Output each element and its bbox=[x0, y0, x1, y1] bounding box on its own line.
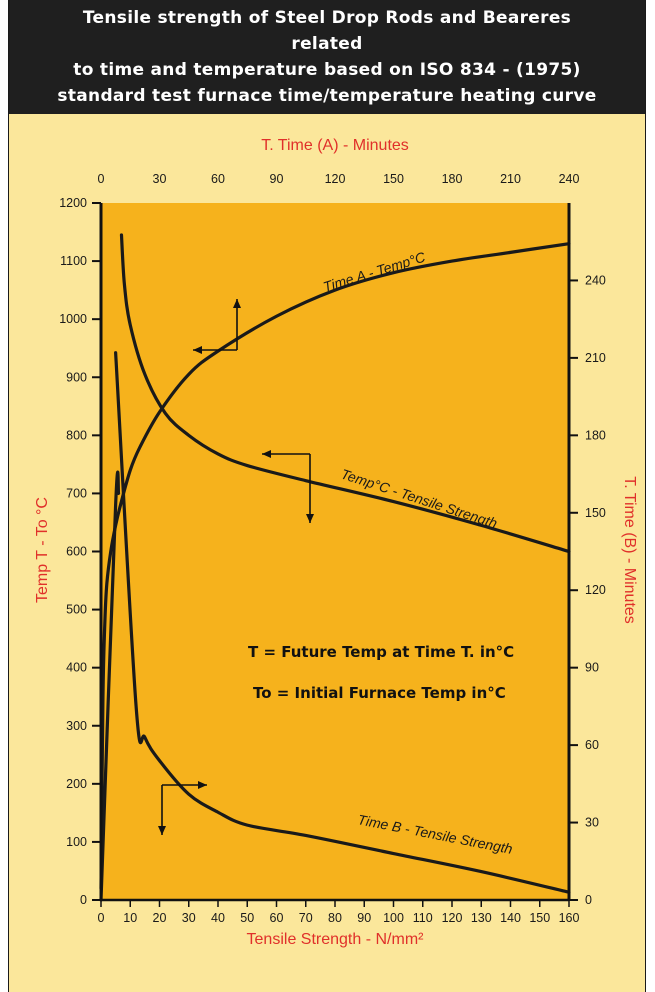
left-axis-tick-label: 500 bbox=[66, 603, 87, 617]
right-axis-tick-label: 0 bbox=[585, 893, 592, 907]
bottom-axis-tick-label: 110 bbox=[413, 911, 433, 925]
right-axis-tick-label: 60 bbox=[585, 738, 599, 752]
bottom-axis-tick-label: 120 bbox=[442, 911, 463, 925]
arrow-time-a-left-head bbox=[193, 346, 202, 354]
right-axis-title: T. Time (B) - Minutes bbox=[621, 476, 638, 624]
series-temp-tensile bbox=[119, 233, 571, 554]
bottom-axis-tick-label: 70 bbox=[299, 911, 313, 925]
top-axis-tick-label: 30 bbox=[153, 172, 167, 186]
left-axis-tick-label: 1000 bbox=[59, 312, 87, 326]
arrow-time-b-right-head bbox=[198, 781, 207, 789]
right-axis-tick-label: 180 bbox=[585, 428, 606, 442]
left-axis-title: Temp T - To °C bbox=[34, 497, 51, 603]
bottom-axis-tick-label: 0 bbox=[98, 911, 105, 925]
title-bar: Tensile strength of Steel Drop Rods and … bbox=[9, 0, 645, 114]
bottom-axis-tick-label: 50 bbox=[240, 911, 254, 925]
left-axis-tick-label: 900 bbox=[66, 370, 87, 384]
bottom-axis-tick-label: 40 bbox=[211, 911, 225, 925]
title-line-1: Tensile strength of Steel Drop Rods and … bbox=[82, 8, 572, 54]
left-axis-tick-label: 400 bbox=[66, 661, 87, 675]
top-axis-tick-label: 60 bbox=[211, 172, 225, 186]
series-initial-rise bbox=[99, 470, 121, 902]
title-line-2: to time and temperature based on ISO 834… bbox=[73, 60, 581, 80]
left-axis-tick-label: 700 bbox=[66, 486, 87, 500]
left-axis-tick-label: 600 bbox=[66, 545, 87, 559]
arrow-temp-left-head bbox=[262, 450, 271, 458]
left-axis-tick-label: 200 bbox=[66, 777, 87, 791]
top-axis-tick-label: 210 bbox=[500, 172, 521, 186]
arrow-time-a-up-head bbox=[233, 299, 241, 308]
bottom-axis-title: Tensile Strength - N/mm² bbox=[247, 931, 425, 948]
right-axis-tick-label: 210 bbox=[585, 351, 606, 365]
bottom-axis-tick-label: 90 bbox=[357, 911, 371, 925]
left-axis-tick-label: 300 bbox=[66, 719, 87, 733]
right-axis-tick-label: 120 bbox=[585, 583, 606, 597]
left-axis-tick-label: 1200 bbox=[59, 196, 87, 210]
bottom-axis-tick-label: 60 bbox=[270, 911, 284, 925]
bottom-axis-tick-label: 20 bbox=[153, 911, 167, 925]
bottom-axis-tick-label: 130 bbox=[471, 911, 492, 925]
chart-title: Tensile strength of Steel Drop Rods and … bbox=[47, 5, 607, 109]
bottom-axis-tick-label: 140 bbox=[500, 911, 521, 925]
bottom-axis-tick-label: 30 bbox=[182, 911, 196, 925]
top-axis-tick-label: 90 bbox=[270, 172, 284, 186]
left-axis-tick-label: 1100 bbox=[60, 254, 87, 268]
top-axis-tick-label: 240 bbox=[559, 172, 580, 186]
bottom-axis-tick-label: 160 bbox=[559, 911, 580, 925]
plot-area bbox=[101, 203, 569, 900]
title-line-3: standard test furnace time/temperature h… bbox=[57, 86, 597, 106]
left-axis-tick-label: 0 bbox=[80, 893, 87, 907]
series-time-a-temp bbox=[99, 242, 571, 890]
annotation-line-1: T = Future Temp at Time T. in°C bbox=[248, 643, 514, 661]
right-axis-tick-label: 150 bbox=[585, 506, 606, 520]
left-axis-tick-label: 800 bbox=[66, 428, 87, 442]
series-time-b-tensile bbox=[114, 351, 571, 894]
top-axis-tick-label: 180 bbox=[442, 172, 463, 186]
top-axis-tick-label: 120 bbox=[325, 172, 346, 186]
arrow-temp-down-head bbox=[306, 514, 314, 523]
bottom-axis-tick-label: 100 bbox=[383, 911, 404, 925]
bottom-axis-tick-label: 10 bbox=[123, 911, 137, 925]
arrow-time-b-down-head bbox=[158, 826, 166, 835]
right-axis-tick-label: 240 bbox=[585, 273, 606, 287]
right-axis-tick-label: 30 bbox=[585, 816, 599, 830]
top-axis-tick-label: 0 bbox=[98, 172, 105, 186]
top-axis-tick-label: 150 bbox=[383, 172, 404, 186]
bottom-axis-tick-label: 80 bbox=[328, 911, 342, 925]
right-axis-tick-label: 90 bbox=[585, 661, 599, 675]
top-axis-title: T. Time (A) - Minutes bbox=[261, 137, 409, 154]
annotation-line-2: To = Initial Furnace Temp in°C bbox=[253, 684, 506, 702]
bottom-axis-tick-label: 150 bbox=[529, 911, 550, 925]
left-axis-tick-label: 100 bbox=[66, 835, 87, 849]
